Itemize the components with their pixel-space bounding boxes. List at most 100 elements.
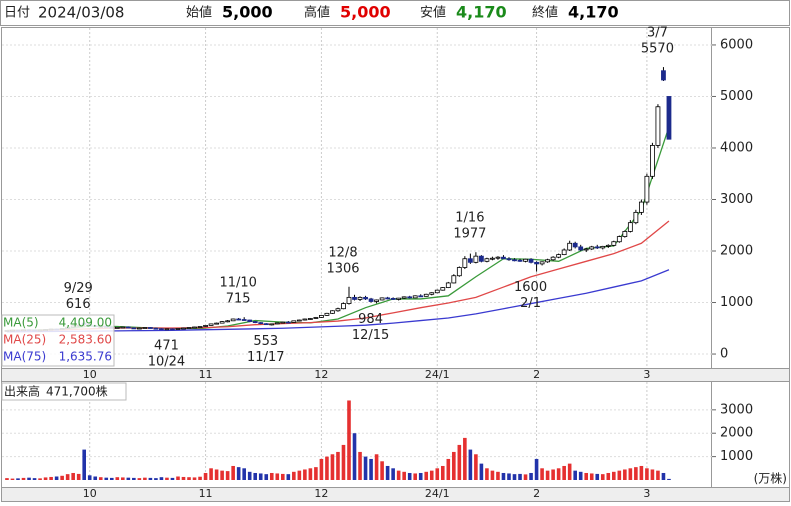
candle-body <box>170 328 175 331</box>
header-box <box>0 0 790 26</box>
volume-bar <box>507 473 511 480</box>
volume-bar <box>76 473 81 480</box>
candle-body <box>159 328 164 331</box>
candle-body <box>434 289 440 294</box>
volume-bar <box>65 474 70 480</box>
volume-bar <box>209 468 213 480</box>
volume-bar <box>589 473 594 480</box>
candle-body <box>418 295 424 298</box>
volume-bar <box>258 473 263 480</box>
volume-bar <box>512 474 517 480</box>
volume-bar <box>49 476 53 480</box>
volume-bar <box>225 471 230 480</box>
candle-body <box>197 326 203 328</box>
candle-body <box>186 327 192 329</box>
candle-body <box>605 244 611 247</box>
candle-body <box>517 259 523 262</box>
volume-bar <box>154 478 158 480</box>
x-tick-label: 11 <box>199 368 213 381</box>
candle-body <box>627 222 633 232</box>
volume-bar <box>479 463 484 480</box>
volume-bar <box>540 468 544 480</box>
candle-body <box>247 319 253 322</box>
volume-bar <box>115 477 120 480</box>
candle-body <box>241 319 247 321</box>
x-tick-label: 3 <box>643 368 650 381</box>
y-tick-label: 6000 <box>720 37 753 52</box>
annotation-date: 9/29 <box>64 281 93 296</box>
candle-body <box>490 257 495 260</box>
volume-bar <box>628 468 633 480</box>
header-label: 安値 <box>420 5 446 21</box>
volume-bar <box>38 478 42 480</box>
volume-bar <box>578 471 583 480</box>
volume-bar <box>623 469 627 480</box>
candle-body <box>512 259 517 262</box>
candle-body <box>616 236 622 243</box>
candle-body <box>363 296 368 300</box>
volume-bar <box>5 478 9 480</box>
volume-bar <box>126 477 131 480</box>
annotation-value: 715 <box>226 292 251 307</box>
candle-body <box>214 322 219 325</box>
volume-bar <box>170 477 175 480</box>
volume-bar <box>612 471 616 480</box>
candle-body <box>175 328 181 330</box>
volume-bar <box>468 449 473 480</box>
candle-body <box>385 297 391 300</box>
date-value: 2024/03/08 <box>38 4 124 22</box>
candle-body <box>313 317 319 319</box>
volume-bar <box>82 449 86 480</box>
candle-body <box>644 175 650 203</box>
volume-bar <box>584 472 589 480</box>
candle-body <box>330 310 335 314</box>
volume-bar <box>143 477 147 480</box>
volume-bar <box>269 472 274 480</box>
volume-bar <box>187 477 191 480</box>
candle-body <box>379 297 385 301</box>
volume-bar <box>435 468 440 480</box>
header-label: 高値 <box>304 5 330 21</box>
volume-bar <box>413 473 418 480</box>
candle-body <box>528 258 534 263</box>
candle-body <box>258 322 264 325</box>
x-tick-label: 12 <box>314 487 328 500</box>
legend-name: MA(25) <box>3 333 46 347</box>
volume-bar <box>121 477 125 480</box>
volume-bar <box>595 473 600 480</box>
candle-body <box>302 318 308 321</box>
volume-bar <box>567 463 572 480</box>
volume-bar <box>485 468 489 480</box>
candle-body <box>125 326 131 329</box>
candle-body <box>567 242 573 251</box>
candle-body <box>534 261 539 265</box>
candle-body <box>396 297 402 300</box>
volume-bar <box>363 456 368 480</box>
volume-bar <box>551 469 555 480</box>
volume-bar <box>303 469 307 480</box>
candle-body <box>666 96 672 140</box>
candle-body <box>440 287 446 291</box>
volume-bar <box>292 471 296 480</box>
candle-body <box>561 249 567 256</box>
candle-body <box>655 106 661 146</box>
header-value: 4,170 <box>456 3 507 22</box>
candle-body <box>589 246 595 250</box>
volume-bar <box>452 451 456 480</box>
candle-body <box>545 259 551 263</box>
annotation-value: 984 <box>358 312 383 327</box>
volume-label-box <box>1 382 127 401</box>
volume-bar <box>380 461 384 480</box>
volume-bar <box>634 467 638 480</box>
header-label: 終値 <box>532 5 558 21</box>
annotation-date: 12/8 <box>328 245 357 260</box>
candle-body <box>638 201 644 213</box>
x-tick-label: 10 <box>83 487 97 500</box>
candle-body <box>346 296 352 304</box>
volume-bar <box>104 477 109 480</box>
candle-body <box>335 308 341 312</box>
candle-body <box>412 295 418 299</box>
header-label: 始値 <box>186 5 212 21</box>
volume-bar <box>463 437 467 480</box>
